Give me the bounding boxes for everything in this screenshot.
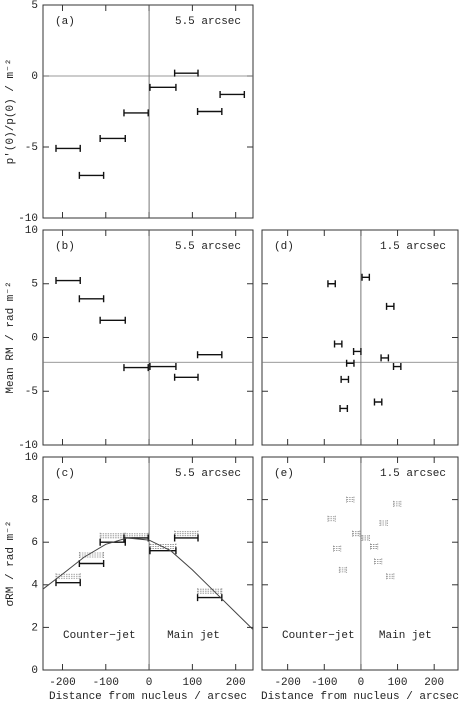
plot-frame xyxy=(42,229,254,446)
y-tick-label: 0 xyxy=(31,71,38,83)
error-bar xyxy=(345,359,355,367)
error-bar xyxy=(333,340,343,348)
error-bar xyxy=(361,273,371,281)
annotation: Counter−jet xyxy=(282,630,355,642)
error-bar xyxy=(361,534,370,541)
y-tick-label: 5 xyxy=(31,0,38,12)
error-bar xyxy=(173,69,199,77)
y-tick-label: 0 xyxy=(31,665,38,677)
error-bar xyxy=(123,364,149,372)
panel-label: (e) xyxy=(274,468,294,480)
error-bar xyxy=(55,573,81,580)
x-tick-label: 100 xyxy=(182,677,202,689)
error-bar xyxy=(78,560,105,567)
x-tick-label: 200 xyxy=(226,677,246,689)
x-tick-label: -100 xyxy=(93,677,119,689)
error-bar xyxy=(346,496,355,503)
error-bar xyxy=(370,543,379,550)
resolution-label: 5.5 arcsec xyxy=(175,468,241,480)
x-tick-label: 100 xyxy=(388,677,408,689)
error-bar xyxy=(149,363,177,371)
plot-frame xyxy=(261,229,459,446)
y-tick-label: 8 xyxy=(31,495,38,507)
x-axis-label: Distance from nucleus / arcsec xyxy=(261,691,459,703)
y-axis-label: p'(0)/p(0) / m⁻² xyxy=(5,59,17,165)
annotation: Main jet xyxy=(167,630,220,642)
error-bar xyxy=(219,90,246,98)
x-tick-label: 0 xyxy=(146,677,153,689)
error-bar xyxy=(352,530,361,537)
error-bar xyxy=(55,277,81,285)
panel-label: (a) xyxy=(55,16,75,28)
error-bar xyxy=(352,347,362,355)
error-bar xyxy=(392,363,402,371)
resolution-label: 1.5 arcsec xyxy=(380,241,446,253)
error-bar xyxy=(380,354,390,362)
y-tick-label: 2 xyxy=(31,622,38,634)
error-bar xyxy=(333,545,342,552)
error-bar xyxy=(78,551,105,558)
error-bar xyxy=(55,144,81,152)
y-axis-label: Mean RM / rad m⁻² xyxy=(5,281,17,393)
error-bar xyxy=(149,83,177,91)
error-bar xyxy=(339,404,349,412)
error-bar xyxy=(174,530,199,537)
error-bar xyxy=(149,547,177,555)
plot-frame xyxy=(42,4,254,219)
error-bar xyxy=(327,515,336,522)
x-tick-label: -200 xyxy=(49,677,75,689)
plot-frame xyxy=(261,456,459,671)
error-bar xyxy=(385,302,395,310)
y-axis-label: σRM / rad m⁻² xyxy=(5,521,17,607)
error-bar xyxy=(196,351,223,359)
error-bar xyxy=(196,108,223,115)
error-bar xyxy=(55,579,81,587)
y-tick-label: 5 xyxy=(31,279,38,291)
panel-label: (d) xyxy=(274,241,294,253)
error-bar xyxy=(340,375,350,383)
error-bar xyxy=(123,109,149,117)
y-tick-label: 6 xyxy=(31,537,38,549)
y-tick-label: -5 xyxy=(25,386,38,398)
error-bar xyxy=(374,558,383,565)
y-tick-label: 0 xyxy=(31,332,38,344)
annotation: Main jet xyxy=(379,630,432,642)
x-tick-label: 0 xyxy=(358,677,365,689)
error-bar xyxy=(393,500,402,507)
y-tick-label: 4 xyxy=(31,580,38,592)
error-bar xyxy=(173,373,199,381)
y-tick-label: -10 xyxy=(18,213,38,225)
plot-frame xyxy=(42,456,254,671)
error-bar xyxy=(196,594,223,602)
resolution-label: 1.5 arcsec xyxy=(380,468,446,480)
error-bar xyxy=(99,532,126,539)
y-tick-label: 10 xyxy=(25,225,38,237)
x-axis-label: Distance from nucleus / arcsec xyxy=(49,691,247,703)
annotation: Counter−jet xyxy=(63,630,136,642)
error-bar xyxy=(78,171,105,179)
panel-label: (b) xyxy=(55,241,75,253)
error-bar xyxy=(197,588,223,595)
error-bar xyxy=(78,295,105,303)
error-bar xyxy=(338,566,348,573)
resolution-label: 5.5 arcsec xyxy=(175,241,241,253)
y-tick-label: -10 xyxy=(18,440,38,452)
resolution-label: 5.5 arcsec xyxy=(175,16,241,28)
error-bar xyxy=(99,316,126,324)
x-tick-label: -200 xyxy=(274,677,300,689)
panel-label: (c) xyxy=(55,468,75,480)
error-bar xyxy=(386,573,395,580)
error-bar xyxy=(373,398,383,406)
y-tick-label: 10 xyxy=(25,452,38,464)
error-bar xyxy=(327,280,336,288)
x-tick-label: 200 xyxy=(424,677,444,689)
error-bar xyxy=(379,520,388,527)
error-bar xyxy=(99,134,126,142)
error-bar xyxy=(173,534,199,542)
x-tick-label: -100 xyxy=(311,677,337,689)
model-curve xyxy=(42,537,254,630)
y-tick-label: -5 xyxy=(25,142,38,154)
